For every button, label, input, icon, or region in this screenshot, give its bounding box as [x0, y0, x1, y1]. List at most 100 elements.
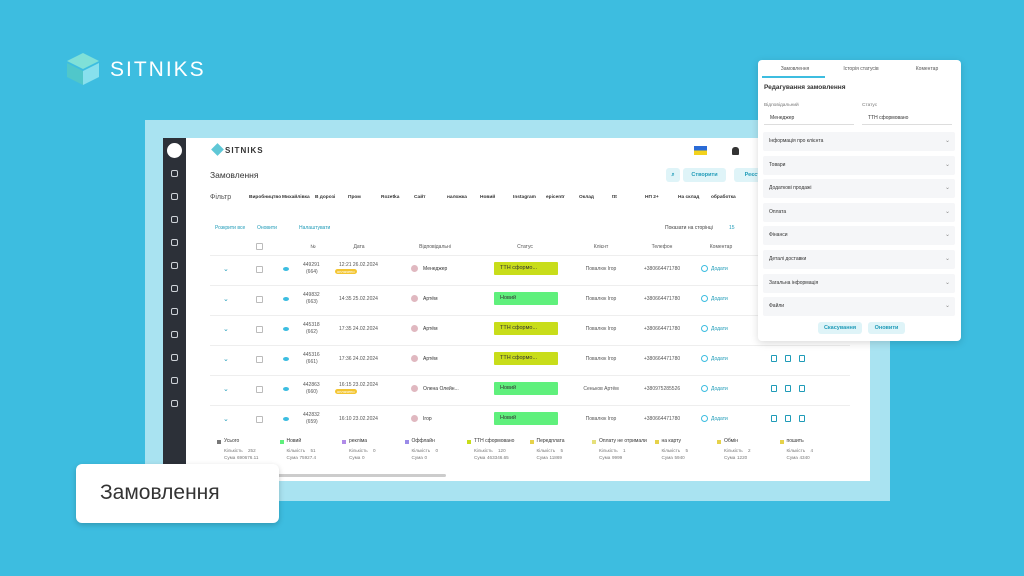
toolbar-link[interactable]: Розкрити все — [215, 225, 246, 231]
expand-toggle[interactable]: ⌄ — [223, 356, 229, 363]
summary-count-label: Кількість — [474, 448, 493, 453]
toolbar-link[interactable]: Налаштувати — [299, 225, 331, 231]
sidebar-icon[interactable] — [171, 377, 178, 384]
accordion-section[interactable]: Товари ⌄ — [763, 155, 955, 175]
create-button[interactable]: Створити — [683, 168, 726, 182]
sidebar-icon[interactable] — [171, 193, 178, 200]
row-checkbox[interactable] — [256, 296, 263, 303]
panel-tab[interactable]: Історія статусів — [843, 66, 879, 72]
action-icon[interactable] — [799, 385, 805, 392]
row-checkbox[interactable] — [256, 356, 263, 363]
action-icon[interactable] — [785, 415, 791, 422]
filter-tab[interactable]: ttt — [612, 195, 617, 200]
view-icon[interactable] — [283, 267, 289, 271]
add-comment-icon[interactable] — [701, 415, 708, 422]
sidebar-icon[interactable] — [171, 400, 178, 407]
view-icon[interactable] — [283, 417, 289, 421]
panel-tab[interactable]: Замовлення — [780, 66, 810, 72]
field-select[interactable]: ТТН сформовано — [862, 112, 952, 125]
add-comment[interactable]: Додати — [711, 266, 728, 272]
header-checkbox[interactable] — [256, 243, 263, 250]
view-icon[interactable] — [283, 357, 289, 361]
row-checkbox[interactable] — [256, 266, 263, 273]
add-comment[interactable]: Додати — [711, 416, 728, 422]
expand-toggle[interactable]: ⌄ — [223, 416, 229, 423]
status[interactable]: ТТН сформо... — [494, 322, 558, 335]
filter-tab[interactable]: epicentr — [546, 195, 565, 200]
accordion-section[interactable]: Оплата ⌄ — [763, 202, 955, 222]
action-icon[interactable] — [799, 415, 805, 422]
summary-sum: 690676.11 — [237, 455, 259, 460]
filter-tab[interactable]: На склад — [678, 195, 700, 200]
filter-tab[interactable]: Оклад — [579, 195, 594, 200]
expand-toggle[interactable]: ⌄ — [223, 326, 229, 333]
summary-swatch — [779, 440, 784, 444]
add-comment-icon[interactable] — [701, 265, 708, 272]
sidebar-icon[interactable] — [171, 216, 178, 223]
filter-tab[interactable]: НП 2+ — [645, 195, 659, 200]
view-icon[interactable] — [283, 387, 289, 391]
search-button[interactable]: ⌕ — [666, 168, 680, 182]
expand-toggle[interactable]: ⌄ — [223, 296, 229, 303]
expand-toggle[interactable]: ⌄ — [223, 386, 229, 393]
column-header: Статус — [517, 244, 533, 250]
per-page-value[interactable]: 15 — [729, 225, 735, 231]
row-divider — [210, 345, 850, 346]
row-checkbox[interactable] — [256, 326, 263, 333]
filter-tab[interactable]: обработка — [711, 195, 736, 200]
status[interactable]: ТТН сформо... — [494, 262, 558, 275]
filter-tab[interactable]: Rozetka — [381, 195, 400, 200]
add-comment-icon[interactable] — [701, 385, 708, 392]
panel-tab[interactable]: Коментар — [915, 66, 939, 72]
filter-tab[interactable]: Сайт — [414, 195, 426, 200]
accordion-section[interactable]: Інформація про клієнта ⌄ — [763, 132, 955, 151]
sidebar-icon[interactable] — [171, 354, 178, 361]
filter-tab[interactable]: Михайлівка — [282, 195, 310, 200]
filter-tab[interactable]: Instagram — [513, 195, 536, 200]
action-icon[interactable] — [785, 355, 791, 362]
action-icon[interactable] — [771, 355, 777, 362]
sidebar-icon[interactable] — [171, 170, 178, 177]
accordion-section[interactable]: Файли ⌄ — [763, 297, 955, 317]
add-comment-icon[interactable] — [701, 295, 708, 302]
row-checkbox[interactable] — [256, 416, 263, 423]
add-comment[interactable]: Додати — [711, 326, 728, 332]
panel-button[interactable]: Скасування — [818, 322, 862, 334]
sidebar-icon[interactable] — [171, 285, 178, 292]
status[interactable]: Новий — [494, 412, 558, 425]
add-comment[interactable]: Додати — [711, 386, 728, 392]
filter-tab[interactable]: Виробництво — [249, 195, 282, 200]
add-comment-icon[interactable] — [701, 355, 708, 362]
accordion-section[interactable]: Фінанси ⌄ — [763, 226, 955, 246]
view-icon[interactable] — [283, 327, 289, 331]
field-select[interactable]: Менеджер — [764, 112, 854, 125]
sidebar-icon[interactable] — [171, 262, 178, 269]
panel-button[interactable]: Оновити — [868, 322, 905, 334]
action-icon[interactable] — [771, 385, 777, 392]
status[interactable]: Новий — [494, 292, 558, 305]
status[interactable]: Новий — [494, 382, 558, 395]
sidebar-icon[interactable] — [171, 308, 178, 315]
sidebar-icon[interactable] — [171, 239, 178, 246]
accordion-section[interactable]: Додаткові продажі ⌄ — [763, 179, 955, 199]
filter-tab[interactable]: Новий — [480, 195, 496, 200]
expand-toggle[interactable]: ⌄ — [223, 266, 229, 273]
view-icon[interactable] — [283, 297, 289, 301]
filter-tab[interactable]: наложка — [447, 195, 467, 200]
filter-tab[interactable]: Пром — [348, 195, 361, 200]
accordion-section[interactable]: Деталі доставки ⌄ — [763, 250, 955, 269]
status[interactable]: ТТН сформо... — [494, 352, 558, 365]
summary-count-label: Кількість — [661, 448, 681, 453]
add-comment[interactable]: Додати — [711, 296, 728, 302]
add-comment-icon[interactable] — [701, 325, 708, 332]
action-icon[interactable] — [785, 385, 791, 392]
toolbar-link[interactable]: Оновити — [257, 225, 277, 231]
action-icon[interactable] — [799, 355, 805, 362]
add-comment[interactable]: Додати — [711, 356, 728, 362]
accordion-section[interactable]: Загальна інформація ⌄ — [763, 273, 955, 293]
sidebar-icon[interactable] — [171, 331, 178, 338]
action-icon[interactable] — [771, 415, 777, 422]
row-checkbox[interactable] — [256, 386, 263, 393]
summary-count: 5 — [560, 448, 564, 453]
filter-tab[interactable]: В дорозі — [315, 195, 336, 200]
